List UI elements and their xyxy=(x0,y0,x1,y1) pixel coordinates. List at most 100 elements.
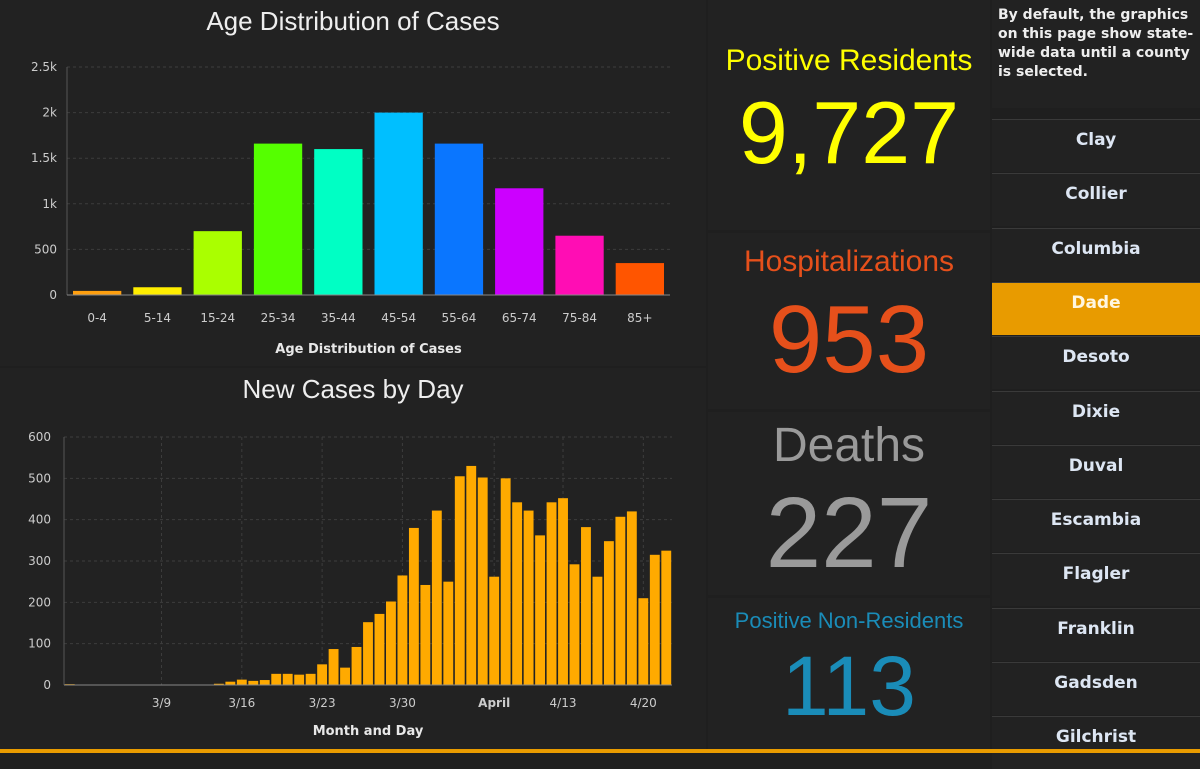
x-tick-label: 3/9 xyxy=(152,696,171,710)
county-item-escambia[interactable]: Escambia xyxy=(992,499,1200,552)
daily-bar xyxy=(420,585,430,685)
county-item-franklin[interactable]: Franklin xyxy=(992,608,1200,661)
y-tick-label: 1k xyxy=(42,197,57,211)
non-residents-label: Positive Non-Residents xyxy=(708,608,990,634)
daily-bar xyxy=(512,502,522,685)
county-label: Collier xyxy=(1065,184,1127,204)
x-tick-label: 3/16 xyxy=(228,696,255,710)
daily-bar xyxy=(317,664,327,685)
x-axis-title: Month and Day xyxy=(313,724,424,739)
info-text: By default, the graphics on this page sh… xyxy=(998,6,1196,82)
county-label: Flagler xyxy=(1063,564,1130,584)
positive-residents-value: 9,727 xyxy=(708,82,990,184)
y-tick-label: 2k xyxy=(42,106,57,120)
bar-45-54 xyxy=(375,113,423,295)
daily-bar xyxy=(283,674,293,685)
deaths-card: Deaths 227 xyxy=(708,412,990,595)
y-tick-label: 400 xyxy=(28,513,51,527)
deaths-label: Deaths xyxy=(708,418,990,473)
bar-65-74 xyxy=(495,188,543,295)
county-item-gadsden[interactable]: Gadsden xyxy=(992,662,1200,715)
hospitalizations-value: 953 xyxy=(708,285,990,395)
x-tick-label: 5-14 xyxy=(144,311,171,325)
daily-bar xyxy=(627,511,637,685)
daily-bar xyxy=(306,674,316,685)
daily-bar xyxy=(271,674,281,685)
hospitalizations-label: Hospitalizations xyxy=(708,245,990,279)
county-label: Gilchrist xyxy=(1056,727,1136,747)
bottom-accent-bar xyxy=(0,749,1200,753)
y-tick-label: 2.5k xyxy=(31,60,57,74)
bar-55-64 xyxy=(435,144,483,295)
county-item-duval[interactable]: Duval xyxy=(992,445,1200,498)
daily-bar xyxy=(604,541,614,685)
county-item-gilchrist[interactable]: Gilchrist xyxy=(992,716,1200,769)
bar-0-4 xyxy=(73,291,121,295)
daily-bar xyxy=(524,511,534,685)
daily-bar xyxy=(558,498,568,685)
daily-bar xyxy=(237,680,247,685)
x-tick-label: 75-84 xyxy=(562,311,597,325)
bar-35-44 xyxy=(314,149,362,295)
x-tick-label: 55-64 xyxy=(442,311,477,325)
daily-bar xyxy=(501,478,511,685)
county-item-desoto[interactable]: Desoto xyxy=(992,336,1200,389)
county-label: Franklin xyxy=(1057,619,1135,639)
county-item-flagler[interactable]: Flagler xyxy=(992,553,1200,606)
info-panel: By default, the graphics on this page sh… xyxy=(992,0,1200,108)
county-label: Escambia xyxy=(1051,510,1141,530)
daily-bar xyxy=(375,614,385,685)
county-item-dixie[interactable]: Dixie xyxy=(992,391,1200,444)
bar-75-84 xyxy=(555,236,603,295)
y-tick-label: 100 xyxy=(28,637,51,651)
county-item-clay[interactable]: Clay xyxy=(992,119,1200,172)
county-item-dade[interactable]: Dade xyxy=(992,282,1200,335)
y-tick-label: 300 xyxy=(28,554,51,568)
y-tick-label: 600 xyxy=(28,430,51,444)
x-tick-label: 35-44 xyxy=(321,311,356,325)
bar-5-14 xyxy=(133,287,181,295)
daily-bar xyxy=(570,564,580,685)
daily-bar xyxy=(294,675,304,685)
daily-bar xyxy=(386,602,396,685)
daily-bar xyxy=(581,527,591,685)
daily-bar xyxy=(638,598,648,685)
daily-bar xyxy=(489,577,499,685)
daily-bar xyxy=(443,582,453,685)
daily-bar xyxy=(432,511,442,685)
x-tick-label: 15-24 xyxy=(200,311,235,325)
daily-bar xyxy=(455,476,465,685)
county-label: Dade xyxy=(1071,293,1120,313)
y-tick-label: 0 xyxy=(43,678,51,692)
positive-residents-label: Positive Residents xyxy=(708,44,990,78)
county-item-collier[interactable]: Collier xyxy=(992,173,1200,226)
bar-25-34 xyxy=(254,144,302,295)
x-tick-label: 4/20 xyxy=(630,696,657,710)
bar-85+ xyxy=(616,263,664,295)
x-tick-label: April xyxy=(478,696,510,710)
daily-bar xyxy=(409,528,419,685)
county-item-columbia[interactable]: Columbia xyxy=(992,228,1200,281)
daily-bar xyxy=(535,535,545,685)
daily-bar xyxy=(592,577,602,685)
y-tick-label: 200 xyxy=(28,595,51,609)
daily-bar xyxy=(340,668,350,685)
daily-bar xyxy=(363,622,373,685)
x-tick-label: 0-4 xyxy=(87,311,107,325)
non-residents-value: 113 xyxy=(708,638,990,735)
y-tick-label: 0 xyxy=(49,288,57,302)
y-tick-label: 500 xyxy=(34,242,57,256)
daily-bar xyxy=(466,466,476,685)
x-tick-label: 4/13 xyxy=(550,696,577,710)
county-label: Columbia xyxy=(1051,239,1140,259)
county-label: Clay xyxy=(1076,130,1116,150)
x-axis-title: Age Distribution of Cases xyxy=(275,342,462,357)
x-tick-label: 3/23 xyxy=(309,696,336,710)
daily-bar xyxy=(352,647,362,685)
x-tick-label: 3/30 xyxy=(389,696,416,710)
daily-bar xyxy=(615,517,625,685)
daily-bar xyxy=(661,551,671,685)
